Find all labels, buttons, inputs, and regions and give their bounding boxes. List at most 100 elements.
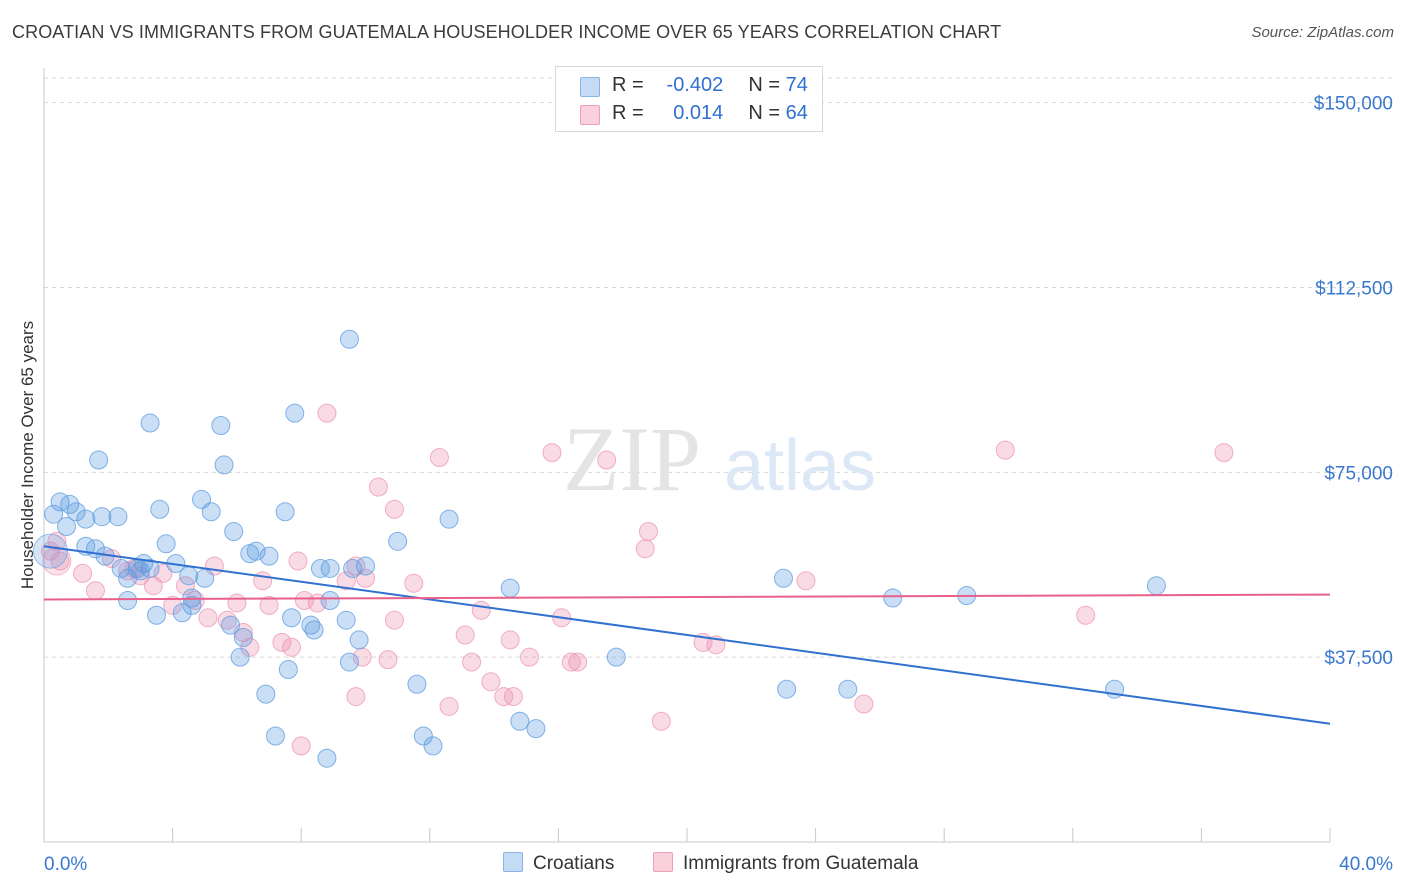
croatian-point xyxy=(282,608,302,628)
croatian-point xyxy=(150,499,170,519)
guatemala-point xyxy=(568,652,588,672)
croatian-point xyxy=(233,627,253,647)
guatemala-point xyxy=(282,637,302,657)
croatian-point xyxy=(278,659,298,679)
guatemala-point xyxy=(638,521,658,541)
croatian-point xyxy=(777,679,797,699)
guatemala-point xyxy=(368,477,388,497)
y-tick-label: $112,500 xyxy=(1315,278,1393,299)
croatian-point xyxy=(285,403,305,423)
guatemala-point xyxy=(378,650,398,670)
croatian-point xyxy=(76,509,96,529)
guatemala-point xyxy=(542,443,562,463)
croatian-point xyxy=(111,558,131,578)
stats-legend: R = -0.402 N = 74 R = 0.014 N = 64 xyxy=(555,66,823,132)
croatian-point xyxy=(356,556,375,576)
croatian-point xyxy=(179,566,199,586)
croatian-point xyxy=(108,507,128,527)
croatian-point xyxy=(317,748,337,768)
croatian-point xyxy=(92,507,112,527)
legend-n-value: 64 xyxy=(785,102,808,124)
croatian-point xyxy=(301,615,321,635)
legend-r-value: -0.402 xyxy=(666,74,724,96)
croatian-point xyxy=(214,455,234,475)
legend-r-label: R = xyxy=(612,102,644,124)
bottom-legend-swatch-croatians xyxy=(503,852,523,872)
guatemala-point xyxy=(796,571,816,591)
croatian-point xyxy=(32,533,68,569)
legend-n-label: N = xyxy=(748,74,781,96)
source-label: Source: ZipAtlas.com xyxy=(1251,24,1394,41)
guatemala-point xyxy=(47,531,67,551)
croatians-trend-line xyxy=(43,545,1331,725)
croatian-point xyxy=(349,630,369,650)
croatian-point xyxy=(201,502,221,522)
bottom-legend-swatch-guatemala xyxy=(653,852,673,872)
croatian-point xyxy=(1146,576,1166,596)
guatemala-trend-line xyxy=(43,593,1331,601)
croatian-point xyxy=(423,736,443,756)
croatian-point xyxy=(118,590,138,610)
watermark-zip: ZIP xyxy=(563,408,701,510)
croatian-point xyxy=(224,521,244,541)
guatemala-point xyxy=(346,687,366,707)
watermark-atlas: atlas xyxy=(724,426,876,506)
croatian-point xyxy=(413,726,433,746)
guatemala-point xyxy=(384,610,404,630)
croatian-point xyxy=(320,590,340,610)
guatemala-point xyxy=(481,672,501,692)
bottom-legend-croatians: Croatians xyxy=(503,852,614,875)
croatian-point xyxy=(220,615,240,635)
guatemala-point xyxy=(635,539,655,559)
croatian-point xyxy=(500,578,520,598)
legend-r-value: 0.014 xyxy=(673,102,724,124)
axes xyxy=(43,68,1331,843)
series-guatemala-points xyxy=(40,403,1234,756)
guatemala-point xyxy=(317,403,337,423)
grid-lines xyxy=(44,77,1394,658)
bottom-legend-guatemala: Immigrants from Guatemala xyxy=(653,852,918,875)
y-tick-label: $150,000 xyxy=(1314,94,1393,115)
guatemala-point xyxy=(73,563,93,583)
croatian-point xyxy=(773,568,793,588)
guatemala-point xyxy=(198,608,218,628)
guatemala-point xyxy=(854,694,874,714)
guatemala-point xyxy=(561,652,581,672)
legend-n-value: 74 xyxy=(785,74,808,96)
croatian-point xyxy=(230,647,250,667)
guatemala-point xyxy=(995,440,1015,460)
x-tick-label: 40.0% xyxy=(1339,854,1393,875)
y-axis-label: Householder Income Over 65 years xyxy=(18,320,37,590)
croatian-point xyxy=(336,610,356,630)
chart-title: CROATIAN VS IMMIGRANTS FROM GUATEMALA HO… xyxy=(12,22,1002,42)
croatian-point xyxy=(265,726,285,746)
guatemala-point xyxy=(227,593,247,613)
tick-labels: $37,500 $75,000 $112,500 $150,000 0.0% 40.0% xyxy=(44,94,1393,875)
guatemala-point xyxy=(1214,443,1234,463)
croatian-point xyxy=(510,711,530,731)
guatemala-point xyxy=(153,563,173,583)
legend-swatch-guatemala xyxy=(580,105,600,125)
guatemala-point xyxy=(50,551,70,571)
bottom-legend-label-guatemala: Immigrants from Guatemala xyxy=(683,853,919,874)
legend-swatch-croatians xyxy=(580,77,600,97)
guatemala-point xyxy=(336,571,356,591)
croatian-point xyxy=(388,531,408,551)
croatian-point xyxy=(407,674,427,694)
guatemala-point xyxy=(519,647,539,667)
guatemala-point xyxy=(455,625,475,645)
x-tick-label: 0.0% xyxy=(44,854,87,875)
trend-lines xyxy=(43,545,1331,725)
guatemala-point xyxy=(503,687,523,707)
croatian-point xyxy=(89,450,109,470)
y-tick-label: $37,500 xyxy=(1324,648,1393,669)
croatian-point xyxy=(172,603,192,623)
guatemala-point xyxy=(462,652,482,672)
bottom-legend-label-croatians: Croatians xyxy=(533,853,615,874)
guatemala-point xyxy=(494,687,514,707)
croatian-point xyxy=(275,502,295,522)
guatemala-point xyxy=(259,595,279,615)
croatian-point xyxy=(60,494,80,514)
croatian-point xyxy=(57,517,77,537)
guatemala-point xyxy=(291,736,311,756)
